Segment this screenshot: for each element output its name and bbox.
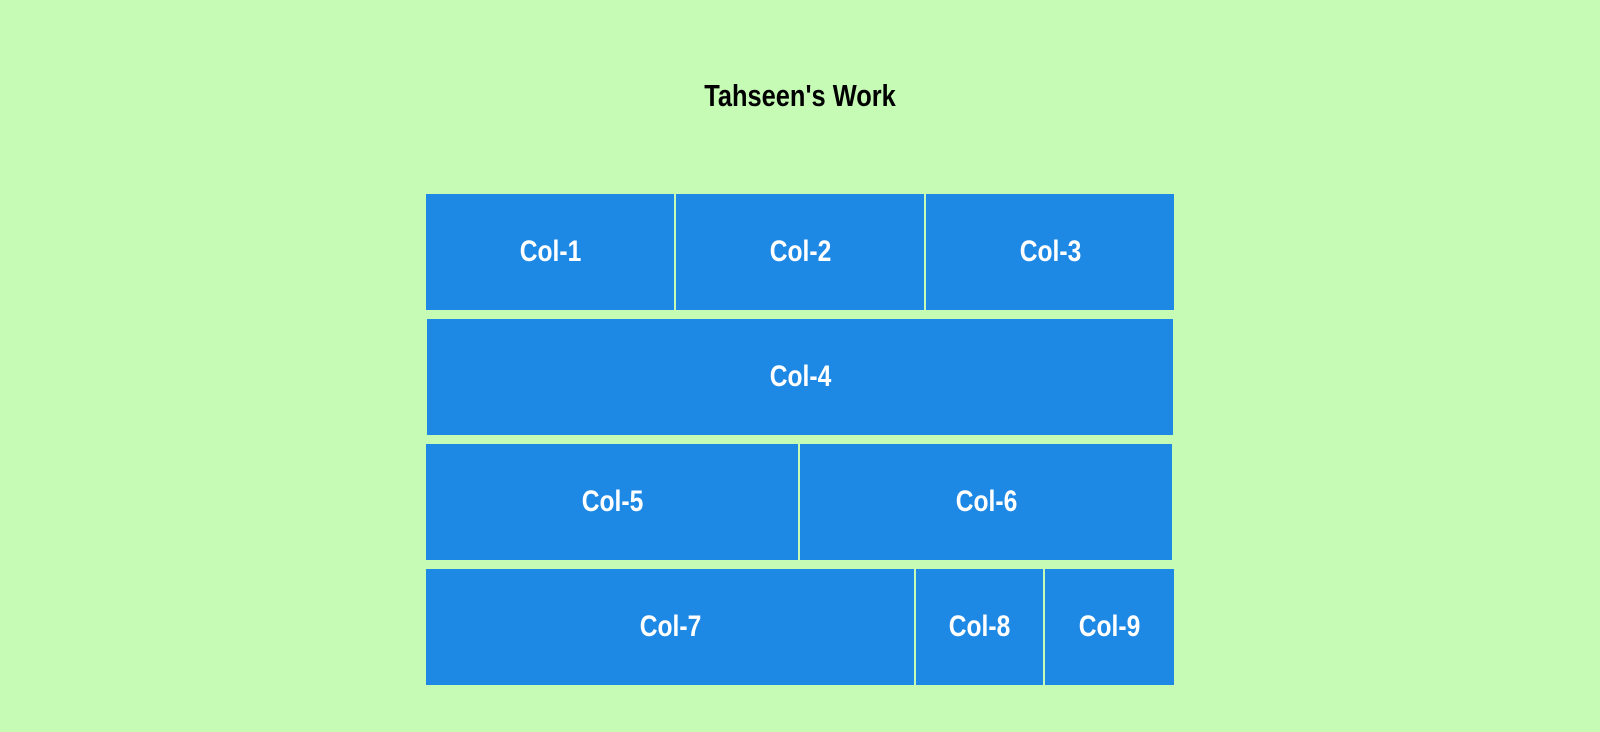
grid-cell-col-6: Col-6: [800, 444, 1172, 560]
grid-cell-col-8: Col-8: [916, 569, 1045, 685]
grid-row-3: Col-5 Col-6: [426, 444, 1174, 560]
cell-label: Col-7: [639, 610, 701, 643]
grid-cell-col-7: Col-7: [426, 569, 916, 685]
cell-label: Col-1: [519, 235, 581, 268]
grid-cell-col-2: Col-2: [676, 194, 926, 310]
grid-row-4: Col-7 Col-8 Col-9: [426, 569, 1174, 685]
cell-label: Col-2: [769, 235, 831, 268]
cell-label: Col-4: [769, 360, 831, 393]
cell-label: Col-8: [948, 610, 1011, 643]
grid-cell-col-3: Col-3: [926, 194, 1174, 310]
grid-cell-col-1: Col-1: [426, 194, 676, 310]
grid-cell-col-5: Col-5: [426, 444, 800, 560]
cell-label: Col-5: [581, 485, 643, 518]
cell-label: Col-6: [955, 485, 1017, 518]
grid-row-1: Col-1 Col-2 Col-3: [426, 194, 1174, 310]
cell-label: Col-9: [1078, 610, 1141, 643]
grid-cell-col-4: Col-4: [427, 319, 1173, 435]
grid-row-2: Col-4: [426, 319, 1174, 435]
page-title: Tahseen's Work: [704, 78, 896, 113]
grid-cell-col-9: Col-9: [1045, 569, 1174, 685]
cell-label: Col-3: [1019, 235, 1081, 268]
column-grid: Col-1 Col-2 Col-3 Col-4 Col-5 Col-6 Col-…: [426, 194, 1174, 685]
